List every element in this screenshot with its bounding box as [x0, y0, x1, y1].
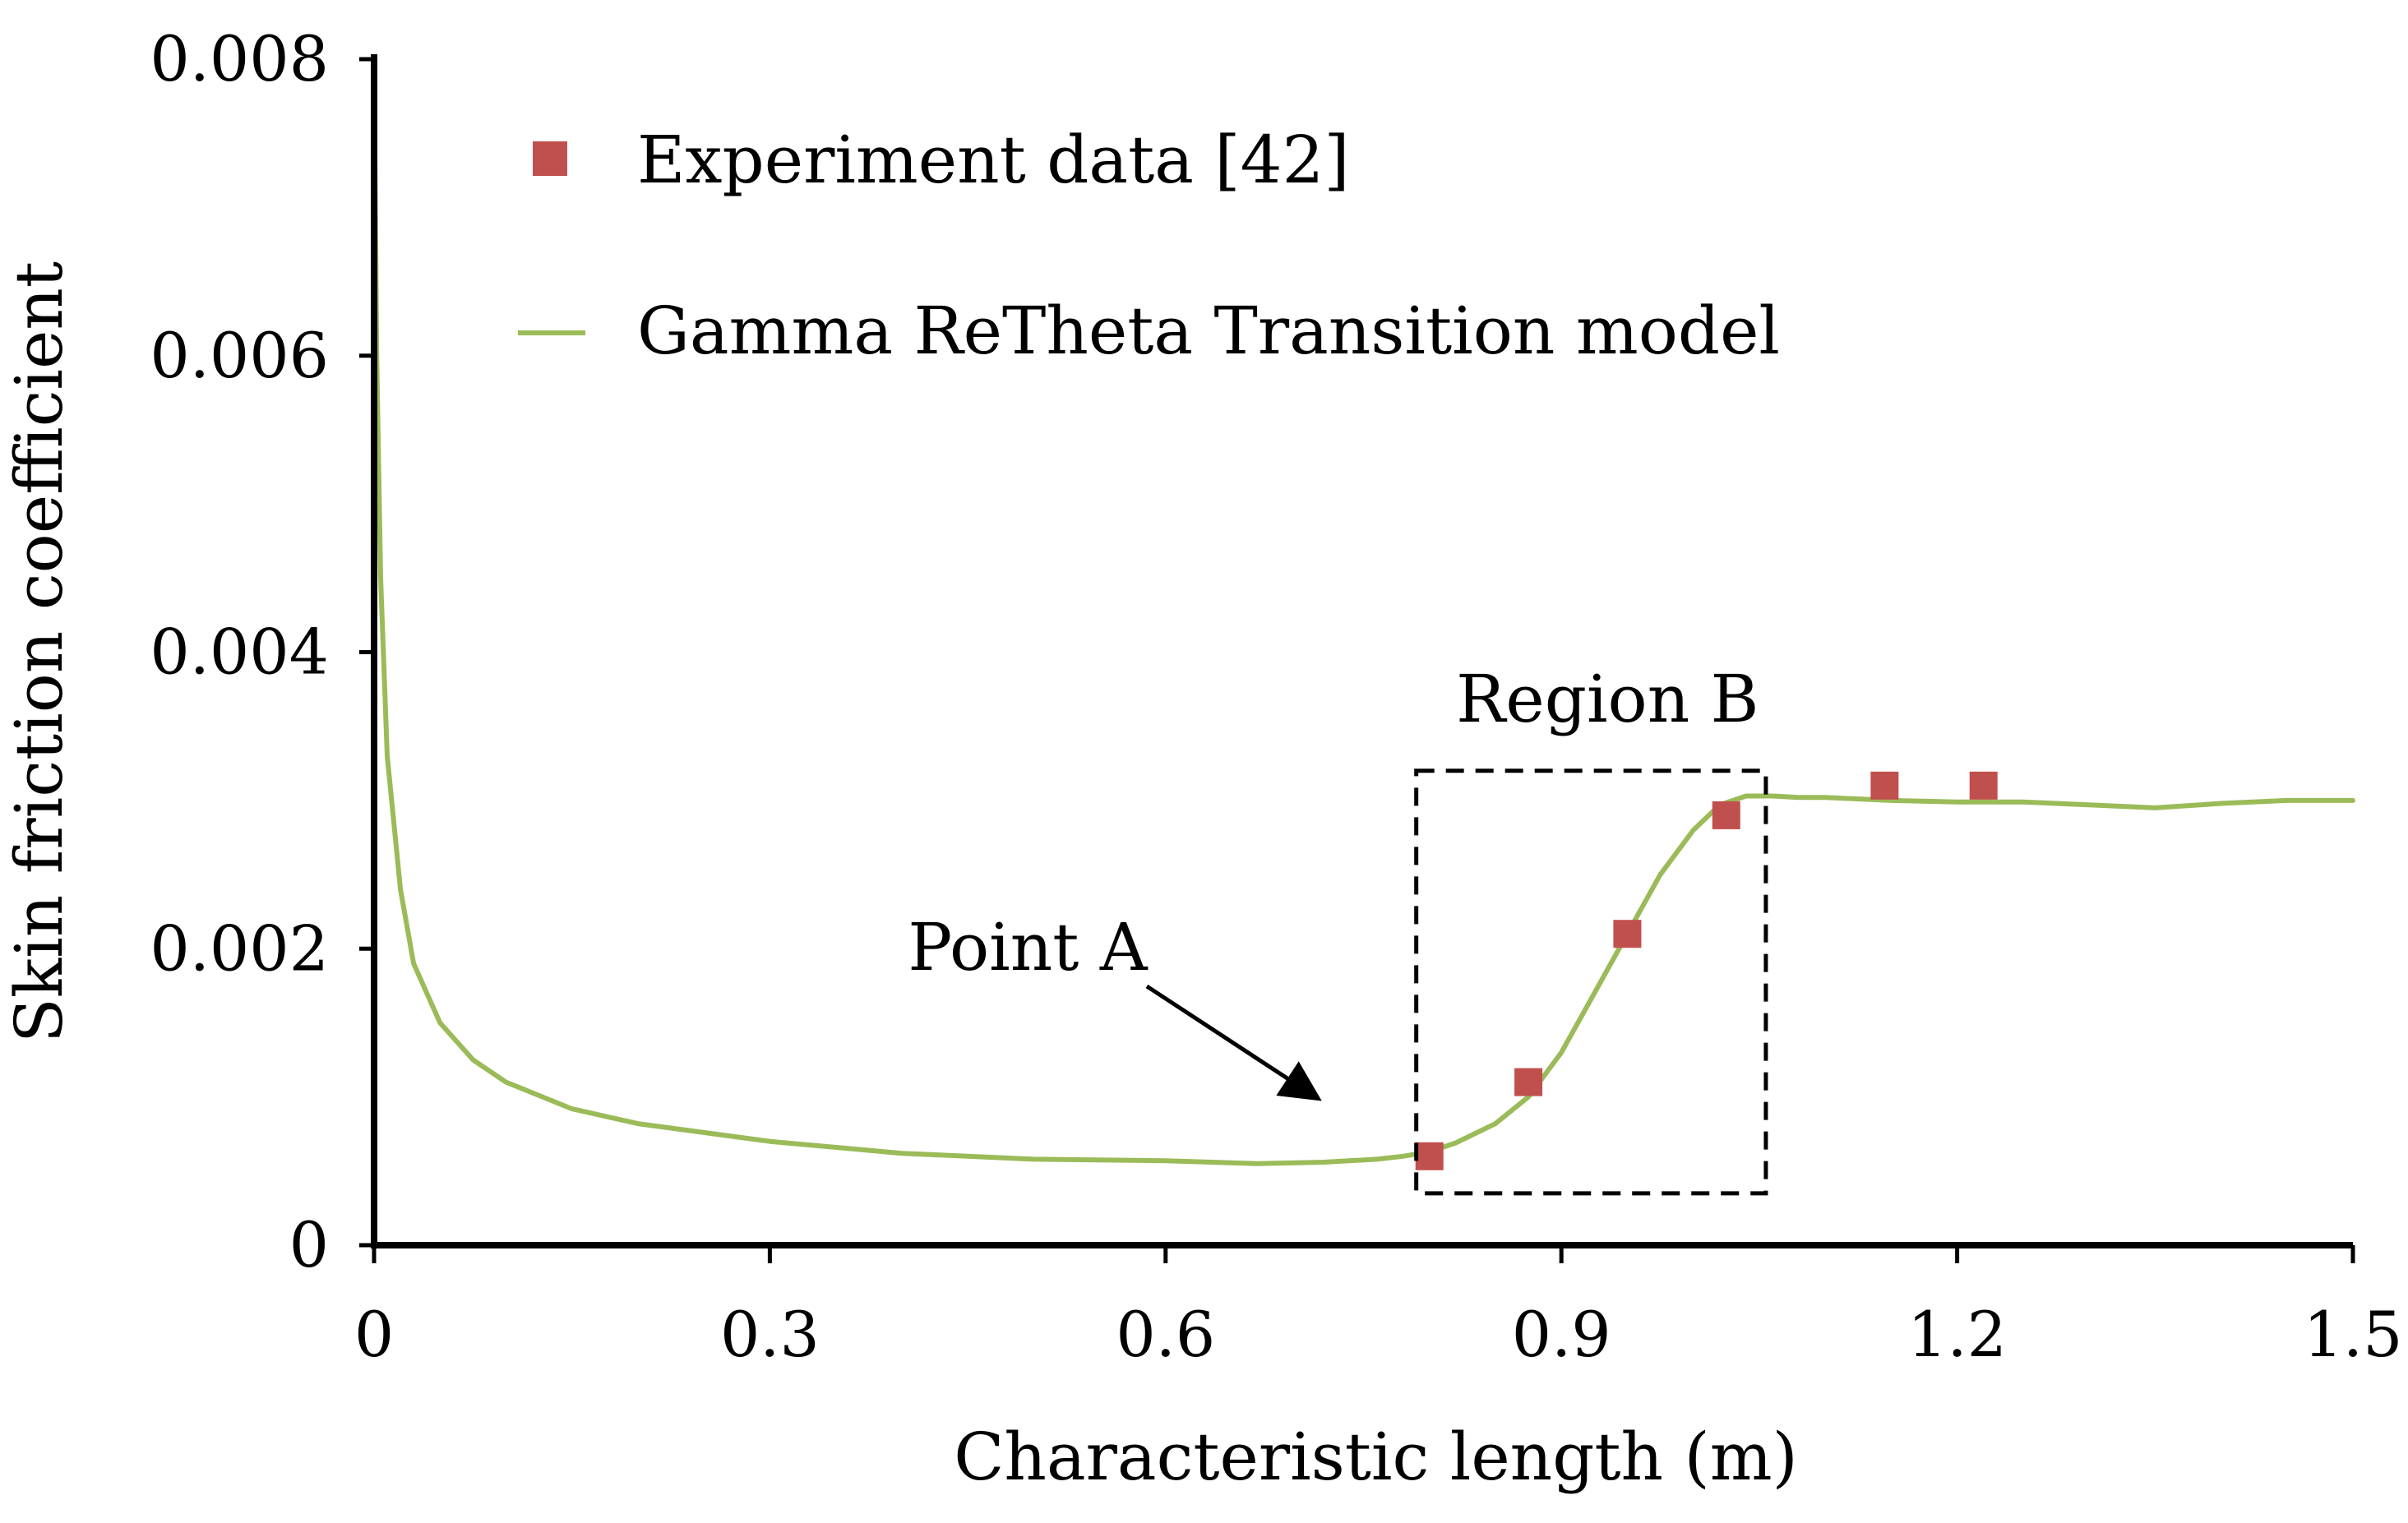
- plot-area: [374, 59, 2353, 1170]
- legend-label-experiment: Experiment data [42]: [637, 122, 1350, 198]
- experiment-point: [1514, 1068, 1542, 1096]
- series-line-gamma-retheta: [374, 59, 2353, 1164]
- region-b-box: [1417, 771, 1766, 1193]
- x-tick-label: 0: [354, 1298, 394, 1371]
- point-a-arrow: [1147, 986, 1319, 1099]
- experiment-points: [1416, 772, 1998, 1170]
- axes: 0 0.3 0.6 0.9 1.2 1.5 0 0.002 0.004 0.006 0.008: [150, 22, 2402, 1371]
- x-ticks: 0 0.3 0.6 0.9 1.2 1.5: [354, 1245, 2403, 1371]
- x-tick-label: 0.3: [720, 1298, 820, 1371]
- y-tick-label: 0: [289, 1208, 329, 1281]
- legend-label-model: Gamma ReTheta Transition model: [637, 293, 1780, 369]
- region-b-label: Region B: [1456, 661, 1759, 737]
- experiment-point: [1712, 801, 1740, 829]
- legend: Experiment data [42] Gamma ReTheta Trans…: [518, 122, 1780, 369]
- y-tick-label: 0.002: [150, 911, 329, 985]
- x-tick-label: 0.9: [1512, 1298, 1611, 1371]
- x-axis-title: Characteristic length (m): [954, 1419, 1798, 1495]
- y-axis-title: Skin friction coefficient: [1, 261, 77, 1043]
- y-tick-label: 0.004: [150, 616, 329, 689]
- x-tick-label: 1.5: [2304, 1298, 2403, 1371]
- experiment-point: [1416, 1142, 1444, 1170]
- experiment-point: [1970, 772, 1998, 800]
- y-tick-label: 0.006: [150, 319, 329, 392]
- skin-friction-chart: 0 0.3 0.6 0.9 1.2 1.5 0 0.002 0.004 0.006 0.008 C…: [0, 0, 2408, 1523]
- y-ticks: 0 0.002 0.004 0.006 0.008: [150, 22, 374, 1281]
- x-tick-label: 0.6: [1116, 1298, 1215, 1371]
- x-tick-label: 1.2: [1907, 1298, 2007, 1371]
- legend-marker-experiment: [533, 141, 567, 176]
- experiment-point: [1613, 920, 1641, 948]
- experiment-point: [1870, 772, 1898, 800]
- y-tick-label: 0.008: [150, 22, 329, 95]
- point-a-label: Point A: [908, 909, 1148, 985]
